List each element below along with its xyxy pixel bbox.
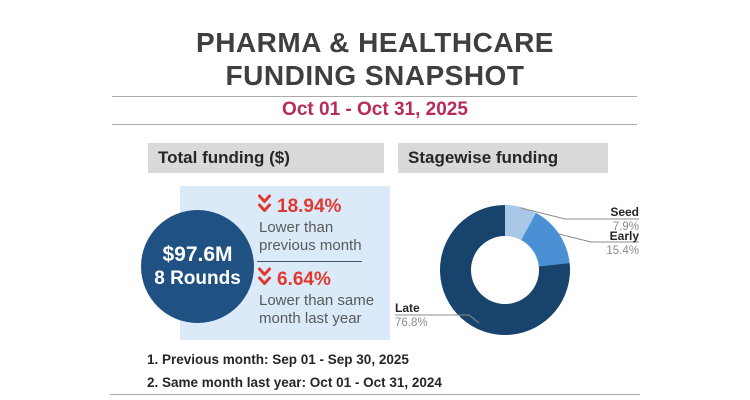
donut-label-late: Late	[395, 301, 420, 315]
divider-line-bottom	[110, 394, 640, 395]
mom-change-row: 18.94%	[257, 194, 341, 220]
yoy-change-row: 6.64%	[257, 267, 331, 293]
stagewise-chart-area: Seed 7.9% Early 15.4% Late 76.8%	[395, 175, 645, 350]
stagewise-section-title: Stagewise funding	[408, 148, 559, 167]
total-funding-rounds: 8 Rounds	[154, 268, 241, 289]
donut-label-seed: Seed	[610, 205, 639, 219]
mom-change-label: Lower than previous month	[259, 219, 362, 254]
page-title-line1: PHARMA & HEALTHCARE	[196, 27, 554, 58]
total-funding-section-header: Total funding ($)	[148, 143, 384, 173]
mom-change-value: 18.94%	[277, 196, 342, 217]
total-funding-section-title: Total funding ($)	[158, 148, 290, 167]
divider-line-top	[112, 96, 637, 97]
double-chevron-down-icon	[257, 194, 272, 220]
donut-value-seed: 7.9%	[612, 221, 639, 233]
double-chevron-down-icon	[257, 267, 272, 293]
divider-line-mid	[112, 124, 637, 125]
page-title-line2: FUNDING SNAPSHOT	[225, 60, 525, 91]
donut-value-late: 76.8%	[395, 317, 428, 329]
date-range: Oct 01 - Oct 31, 2025	[282, 99, 468, 120]
donut-slice-late	[440, 205, 571, 335]
yoy-change-value: 6.64%	[277, 269, 331, 290]
total-funding-circle: $97.6M 8 Rounds	[141, 210, 254, 323]
stagewise-section-header: Stagewise funding	[398, 143, 608, 173]
footnote-previous-month: 1. Previous month: Sep 01 - Sep 30, 2025	[147, 352, 409, 367]
donut-value-early: 15.4%	[606, 245, 639, 257]
footnote-same-month-last-year: 2. Same month last year: Oct 01 - Oct 31…	[147, 375, 442, 390]
total-funding-amount: $97.6M	[162, 243, 233, 266]
stat-divider-line	[257, 261, 362, 262]
yoy-change-label: Lower than same month last year	[259, 292, 375, 327]
stagewise-donut-chart	[440, 205, 571, 335]
donut-label-early: Early	[609, 229, 639, 243]
donut-slice-early	[521, 212, 570, 267]
